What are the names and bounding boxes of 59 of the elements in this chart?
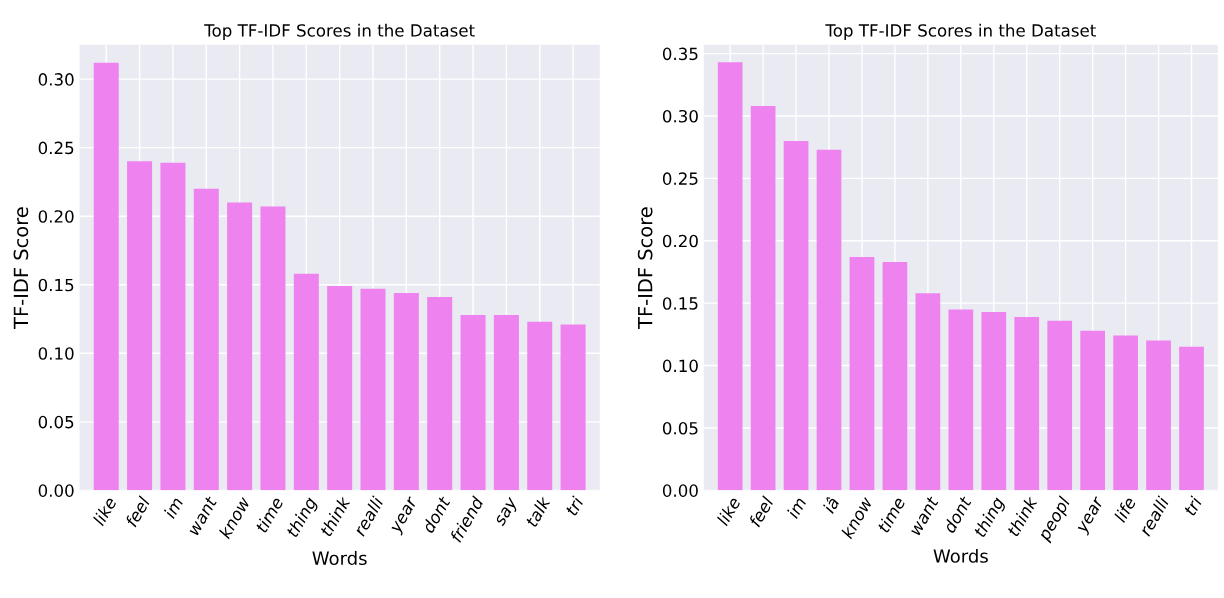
bar: [393, 292, 419, 491]
y-tick-label: 0.25: [38, 141, 74, 155]
y-tick-label: 0.20: [38, 210, 74, 223]
bar: [1179, 346, 1204, 491]
bar: [327, 286, 353, 491]
y-tick-label: 0.00: [38, 484, 74, 497]
bar: [93, 62, 119, 491]
y-tick-label: 0.00: [662, 484, 698, 497]
y-tick-label: 0.30: [38, 73, 74, 86]
chart-title: Top TF-IDF Scores in the Dataset: [825, 23, 1096, 40]
x-tick-label: like: [91, 495, 118, 527]
bar: [160, 162, 186, 491]
bar: [816, 149, 842, 491]
x-tick-label: tri: [1183, 495, 1203, 517]
bar: [948, 309, 974, 491]
x-tick-label: like: [715, 495, 741, 527]
y-tick-label: 0.20: [662, 234, 698, 248]
bar: [1080, 330, 1106, 491]
bar: [1146, 340, 1171, 491]
x-tick-label: iâ: [821, 495, 840, 515]
bar: [260, 206, 286, 491]
bar: [915, 293, 941, 491]
bar: [460, 314, 486, 491]
bar: [882, 261, 908, 491]
bar: [717, 62, 743, 491]
bar: [783, 140, 809, 491]
y-tick-label: 0.25: [662, 172, 698, 185]
y-tick-label: 0.05: [662, 421, 698, 435]
x-tick-label: life: [1113, 495, 1137, 524]
y-tick-label: 0.05: [38, 415, 74, 429]
bar: [427, 297, 453, 491]
bar: [193, 188, 219, 491]
y-tick-label: 0.10: [38, 347, 74, 360]
chart-title: Top TF-IDF Scores in the Dataset: [204, 23, 475, 40]
y-tick-label: 0.30: [662, 109, 698, 123]
bar: [360, 288, 386, 491]
y-tick-label: 0.35: [662, 47, 698, 61]
x-tick-label: im: [162, 496, 184, 520]
bar: [1047, 320, 1073, 491]
bar: [1014, 316, 1040, 491]
bar: [527, 321, 553, 491]
y-axis-title: TF-IDF Score: [13, 207, 29, 329]
y-tick-label: 0.10: [662, 359, 698, 373]
bar: [227, 202, 253, 491]
bar: [750, 106, 776, 491]
bar: [293, 273, 319, 491]
bar: [1113, 335, 1138, 491]
x-axis-title: Words: [933, 548, 988, 563]
y-tick-label: 0.15: [38, 278, 74, 292]
bar: [127, 161, 153, 491]
x-tick-label: im: [785, 496, 807, 520]
bar: [560, 324, 586, 491]
x-axis-title: Words: [312, 551, 367, 566]
bar: [981, 311, 1007, 491]
bar: [493, 314, 519, 491]
x-tick-label: tri: [564, 495, 585, 517]
y-axis-title: TF-IDF Score: [637, 207, 653, 329]
y-tick-label: 0.15: [662, 297, 698, 310]
bar: [849, 257, 875, 491]
